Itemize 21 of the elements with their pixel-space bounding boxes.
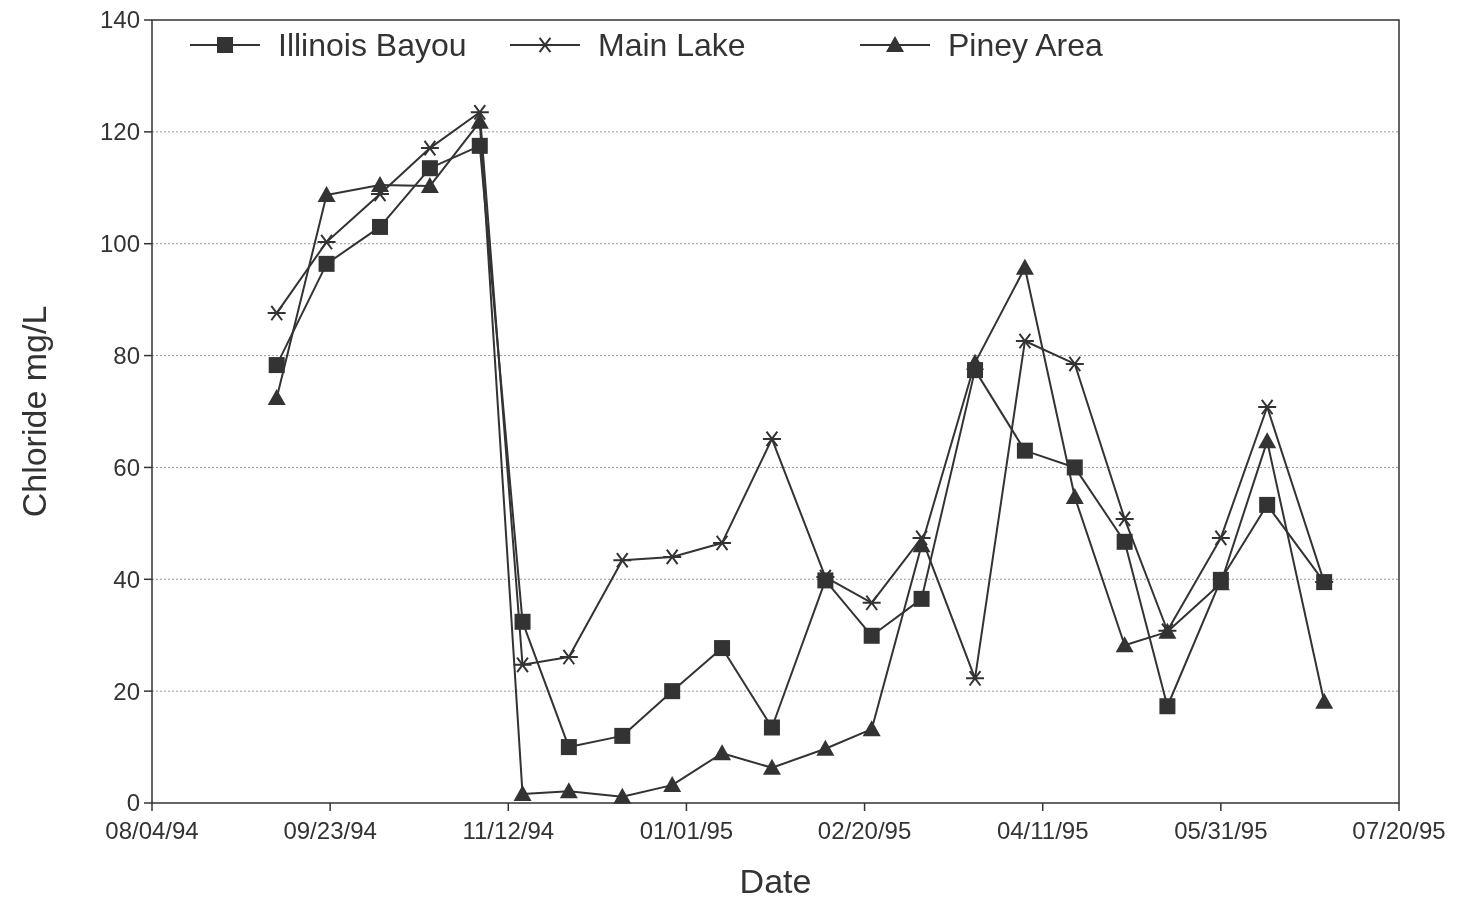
x-tick-label: 05/31/95 <box>1174 817 1268 844</box>
x-tick-label: 11/12/94 <box>462 817 555 844</box>
y-tick-label: 40 <box>113 565 140 593</box>
legend-label: Main Lake <box>598 27 746 64</box>
x-tick-label: 04/11/95 <box>996 817 1089 844</box>
y-tick-label: 140 <box>99 6 140 34</box>
y-tick-label: 100 <box>99 230 140 258</box>
legend-label: Illinois Bayou <box>278 27 467 64</box>
x-axis-title: Date <box>739 862 812 900</box>
y-tick-label: 0 <box>126 789 140 817</box>
y-tick-label: 60 <box>113 453 140 481</box>
y-tick-label: 20 <box>113 677 140 705</box>
y-axis-title: Chloride mg/L <box>15 305 53 518</box>
legend-label: Piney Area <box>948 27 1103 64</box>
x-tick-label: 07/20/95 <box>1352 817 1446 844</box>
y-tick-label: 120 <box>99 118 140 146</box>
x-tick-label: 02/20/95 <box>817 817 912 844</box>
x-tick-label: 08/04/94 <box>105 817 199 844</box>
x-tick-label: 09/23/94 <box>283 817 377 844</box>
x-tick-label: 01/01/95 <box>639 817 734 844</box>
y-tick-label: 80 <box>113 341 140 369</box>
